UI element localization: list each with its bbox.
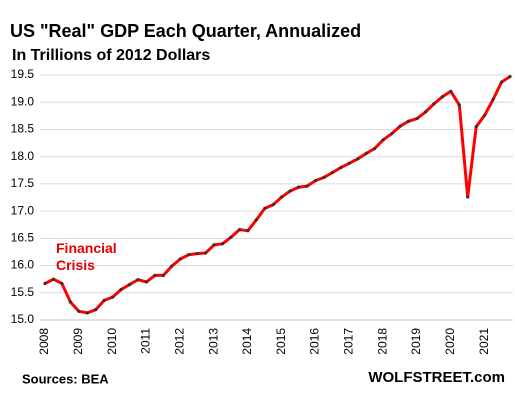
point xyxy=(356,157,360,161)
x-tick-label: 2013 xyxy=(206,328,220,355)
x-tick-label: 2008 xyxy=(37,328,51,355)
point xyxy=(381,138,385,142)
y-tick-label: 16.0 xyxy=(11,258,35,272)
x-tick-label: 2014 xyxy=(240,328,254,355)
point xyxy=(423,110,428,114)
point xyxy=(229,235,233,239)
point xyxy=(398,124,402,128)
point xyxy=(220,242,225,246)
y-tick-label: 15.0 xyxy=(11,312,35,326)
point xyxy=(449,89,453,93)
point xyxy=(406,119,411,123)
x-tick-label: 2019 xyxy=(409,328,423,355)
point xyxy=(187,253,191,257)
point xyxy=(246,229,250,233)
x-tick-label: 2010 xyxy=(105,328,119,355)
point xyxy=(271,202,275,207)
x-tick-label: 2015 xyxy=(274,328,288,355)
point xyxy=(94,308,98,312)
point xyxy=(170,264,174,268)
point xyxy=(119,287,123,292)
x-tick-label: 2018 xyxy=(375,328,389,355)
point xyxy=(483,113,487,117)
point xyxy=(280,195,284,199)
x-tick-label: 2011 xyxy=(139,328,153,354)
point xyxy=(415,116,419,121)
point xyxy=(466,195,470,199)
x-tick-label: 2012 xyxy=(172,328,186,355)
point xyxy=(339,165,343,170)
point xyxy=(330,170,335,175)
point xyxy=(102,298,106,302)
point xyxy=(85,311,89,315)
point xyxy=(508,75,512,79)
y-tick-label: 18.0 xyxy=(11,149,35,163)
point xyxy=(195,251,199,256)
x-tick-label: 2009 xyxy=(71,328,85,355)
y-tick-label: 17.5 xyxy=(11,176,35,190)
point xyxy=(390,132,394,136)
point xyxy=(77,309,81,313)
point xyxy=(212,243,216,247)
point xyxy=(51,277,56,281)
x-tick-label: 2016 xyxy=(308,328,322,355)
y-tick-label: 19.5 xyxy=(11,67,35,81)
y-tick-label: 16.5 xyxy=(11,231,35,245)
x-tick-label: 2017 xyxy=(342,328,356,355)
point xyxy=(43,281,47,286)
y-tick-label: 15.5 xyxy=(11,285,35,299)
line xyxy=(44,75,511,315)
point xyxy=(474,125,478,129)
point xyxy=(499,80,504,84)
point xyxy=(364,151,368,155)
point xyxy=(127,283,132,287)
point xyxy=(297,185,301,189)
chart-title: US "Real" GDP Each Quarter, Annualized xyxy=(10,21,361,41)
point xyxy=(237,228,242,232)
point xyxy=(491,97,495,102)
x-tick-label: 2020 xyxy=(443,328,457,355)
point xyxy=(322,175,326,179)
chart-subtitle: In Trillions of 2012 Dollars xyxy=(12,47,210,64)
point xyxy=(136,278,140,282)
annotation: Financial Crisis xyxy=(56,240,117,273)
point xyxy=(68,300,72,304)
point xyxy=(305,184,309,188)
brand: WOLFSTREET.com xyxy=(368,369,505,386)
point xyxy=(457,103,461,107)
point xyxy=(347,161,351,165)
source: Sources: BEA xyxy=(22,371,109,386)
point xyxy=(144,280,149,284)
point xyxy=(111,295,115,299)
point xyxy=(313,179,318,183)
point xyxy=(161,273,165,277)
point xyxy=(178,257,182,261)
point xyxy=(204,251,208,255)
point xyxy=(254,218,258,222)
point xyxy=(432,102,436,106)
point xyxy=(440,95,444,99)
point xyxy=(153,273,157,277)
x-tick-label: 2021 xyxy=(477,328,491,355)
point xyxy=(60,281,64,286)
point xyxy=(288,189,292,193)
point xyxy=(263,206,267,210)
point xyxy=(373,146,377,151)
y-tick-label: 18.5 xyxy=(11,122,35,136)
y-tick-label: 17.0 xyxy=(11,203,35,217)
y-tick-label: 19.0 xyxy=(11,94,35,108)
